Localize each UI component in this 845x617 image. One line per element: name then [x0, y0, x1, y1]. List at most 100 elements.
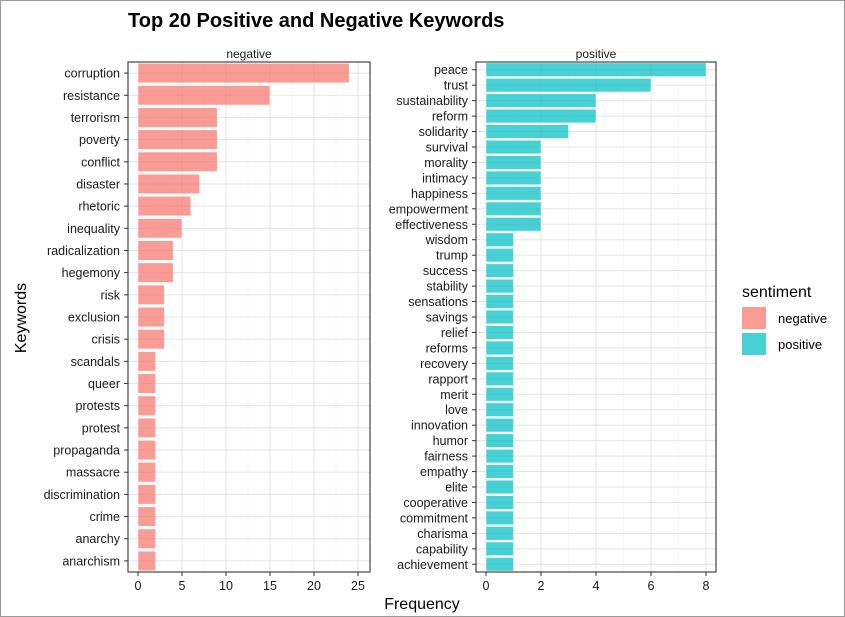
bar-negative-risk [137, 284, 165, 305]
facet-strip-label: negative [226, 47, 272, 61]
bar-positive-solidarity [485, 124, 569, 139]
bar-negative-scandals [137, 351, 156, 372]
bar-positive-rapport [485, 371, 514, 386]
x-tick-label: 6 [648, 579, 655, 593]
y-axis-label: Keywords [13, 283, 30, 353]
y-tick-label: elite [445, 481, 468, 495]
bar-positive-sustainability [485, 93, 597, 108]
bar-positive-effectiveness [485, 217, 542, 232]
y-tick-label: wisdom [425, 233, 468, 247]
bar-positive-cooperative [485, 495, 514, 510]
x-tick-label: 0 [483, 579, 490, 593]
bar-positive-happiness [485, 186, 542, 201]
y-tick-label: radicalization [47, 244, 120, 258]
y-tick-label: resistance [63, 89, 120, 103]
y-tick-label: reforms [426, 341, 468, 355]
y-tick-label: trust [444, 79, 469, 93]
y-tick-label: fairness [424, 450, 468, 464]
y-tick-label: cooperative [403, 496, 468, 510]
bar-negative-radicalization [137, 240, 174, 261]
x-tick-label: 8 [703, 579, 710, 593]
y-tick-label: corruption [64, 67, 120, 81]
bar-negative-corruption [137, 63, 350, 84]
y-tick-label: inequality [67, 222, 121, 236]
bar-negative-terrorism [137, 107, 218, 128]
y-tick-label: discrimination [44, 488, 120, 502]
y-tick-label: intimacy [422, 171, 469, 185]
y-tick-label: crisis [92, 333, 120, 347]
bar-positive-relief [485, 325, 514, 340]
x-tick-label: 25 [351, 579, 365, 593]
bar-positive-peace [485, 62, 707, 77]
bar-positive-savings [485, 309, 514, 325]
x-tick-label: 10 [219, 579, 233, 593]
y-tick-label: success [423, 264, 468, 278]
y-tick-label: relief [441, 326, 469, 340]
y-tick-label: empathy [420, 465, 469, 479]
y-tick-label: effectiveness [395, 218, 468, 232]
bar-positive-humor [485, 433, 514, 448]
bar-positive-achievement [485, 557, 514, 572]
bar-positive-commitment [485, 510, 514, 525]
bar-positive-fairness [485, 449, 514, 464]
x-tick-label: 2 [538, 579, 545, 593]
y-tick-label: survival [426, 141, 468, 155]
bar-positive-stability [485, 279, 514, 294]
bar-positive-love [485, 402, 514, 417]
y-tick-label: innovation [411, 419, 468, 433]
legend-title: sentiment [742, 284, 812, 301]
bar-negative-hegemony [137, 262, 174, 283]
y-tick-label: humor [433, 434, 468, 448]
y-tick-label: trump [436, 249, 468, 263]
y-tick-label: terrorism [71, 111, 120, 125]
bar-positive-trump [485, 248, 514, 263]
bar-positive-charisma [485, 526, 514, 541]
x-tick-label: 15 [263, 579, 277, 593]
legend-label-negative: negative [778, 311, 827, 326]
y-tick-label: scandals [71, 355, 120, 369]
x-tick-label: 0 [135, 579, 142, 593]
y-tick-label: sustainability [396, 94, 468, 108]
y-tick-label: solidarity [419, 125, 469, 139]
y-tick-label: crime [89, 510, 120, 524]
y-tick-label: recovery [420, 357, 469, 371]
bar-negative-rhetoric [137, 196, 192, 217]
bar-negative-protests [137, 395, 156, 416]
y-tick-label: reform [432, 110, 468, 124]
y-tick-label: savings [426, 311, 468, 325]
y-tick-label: charisma [417, 527, 468, 541]
bar-positive-reforms [485, 340, 514, 355]
y-tick-label: sensations [408, 295, 468, 309]
legend-key-negative [742, 307, 766, 329]
bar-positive-capability [485, 541, 514, 556]
x-axis-label: Frequency [384, 596, 460, 613]
bar-negative-inequality [137, 218, 183, 239]
bar-negative-crime [137, 506, 156, 527]
bar-positive-trust [485, 78, 652, 93]
y-tick-label: morality [424, 156, 469, 170]
bar-positive-survival [485, 139, 542, 155]
y-tick-label: anarchism [62, 554, 120, 568]
y-tick-label: propaganda [53, 444, 120, 458]
bar-positive-success [485, 263, 514, 278]
y-tick-label: peace [434, 63, 468, 77]
bar-positive-merit [485, 387, 514, 402]
bar-positive-intimacy [485, 170, 542, 185]
y-tick-label: empowerment [389, 202, 469, 216]
y-tick-label: hegemony [62, 266, 121, 280]
y-tick-label: love [445, 403, 468, 417]
x-tick-label: 5 [179, 579, 186, 593]
y-tick-label: massacre [66, 466, 120, 480]
bar-negative-anarchism [137, 550, 156, 571]
y-tick-label: merit [440, 388, 468, 402]
bar-positive-empowerment [485, 201, 542, 216]
bar-negative-massacre [137, 462, 156, 483]
y-tick-label: rapport [428, 372, 468, 386]
y-tick-label: exclusion [68, 311, 120, 325]
bar-negative-crisis [137, 329, 165, 350]
bar-positive-reform [485, 109, 597, 124]
y-tick-label: rhetoric [78, 200, 120, 214]
legend-label-positive: positive [778, 337, 822, 352]
bar-negative-anarchy [137, 528, 156, 549]
